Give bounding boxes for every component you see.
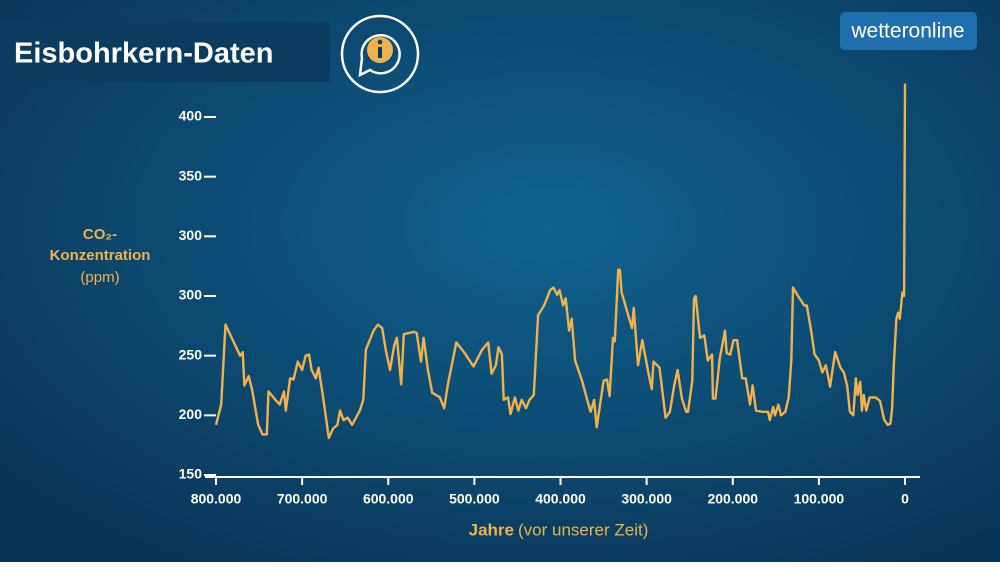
x-label: (vor unserer Zeit) <box>518 520 648 539</box>
x-tick-label: 800.000 <box>191 491 242 507</box>
title-box <box>0 22 330 82</box>
y-tick-label: 300 <box>179 227 203 243</box>
x-tick-label: 700.000 <box>277 491 328 507</box>
x-tick-label: 300.000 <box>621 491 672 507</box>
x-tick-label: 400.000 <box>535 491 586 507</box>
y-label: (ppm) <box>80 269 119 286</box>
x-tick-label: 500.000 <box>449 491 500 507</box>
chart-title: Eisbohrkern-Daten <box>14 38 273 70</box>
y-tick-label: 300 <box>179 287 203 303</box>
info-icon <box>340 14 420 94</box>
x-tick-label: 600.000 <box>363 491 414 507</box>
y-label: CO₂- <box>83 226 117 243</box>
data-line <box>214 83 907 440</box>
y-tick-label: 150 <box>179 466 203 482</box>
x-tick-label: 100.000 <box>794 491 845 507</box>
x-label: Jahre <box>469 520 514 539</box>
y-tick-label: 400 <box>179 108 203 124</box>
x-tick-label: 0 <box>901 491 909 507</box>
brand-logo: wetteronline <box>850 20 964 43</box>
y-label: Konzentration <box>50 247 151 264</box>
x-tick-label: 200.000 <box>707 491 758 507</box>
y-tick-label: 350 <box>179 167 203 183</box>
y-tick-label: 250 <box>179 346 203 362</box>
y-tick-label: 200 <box>179 406 203 422</box>
brand-box <box>840 12 977 50</box>
